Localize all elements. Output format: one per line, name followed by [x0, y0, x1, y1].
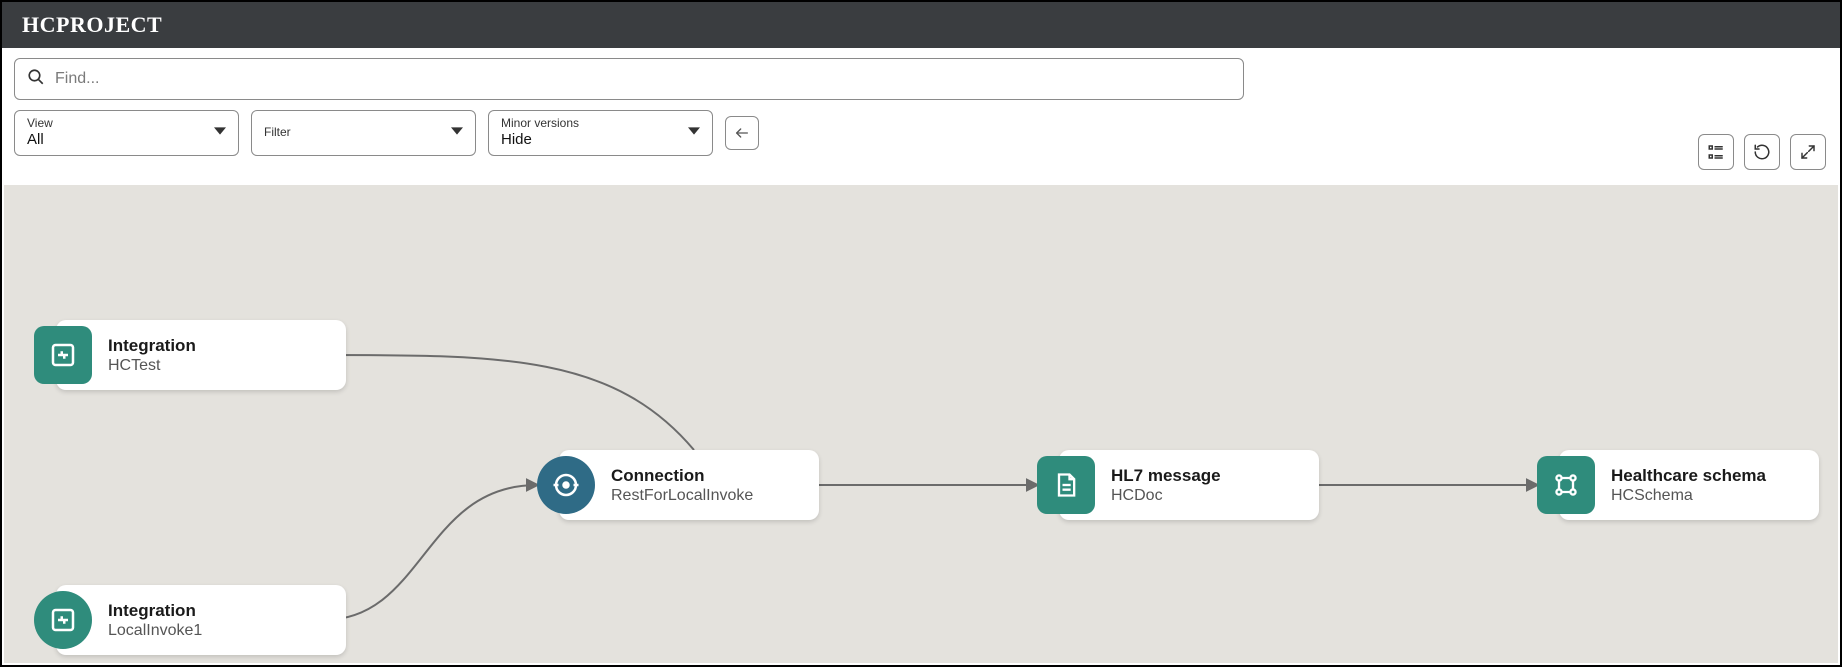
- node-subtitle: LocalInvoke1: [108, 622, 202, 640]
- toolbar: View All Filter Minor versions Hide: [2, 48, 1840, 168]
- node-title: Integration: [108, 601, 202, 621]
- node-icon: [1537, 456, 1595, 514]
- node-title: HL7 message: [1111, 466, 1221, 486]
- filter-dropdown[interactable]: Filter: [251, 110, 476, 156]
- node-subtitle: HCSchema: [1611, 487, 1766, 505]
- chevron-down-icon: [688, 124, 700, 142]
- view-dropdown[interactable]: View All: [14, 110, 239, 156]
- node-subtitle: HCTest: [108, 357, 196, 375]
- search-box[interactable]: [14, 58, 1244, 100]
- node-title: Healthcare schema: [1611, 466, 1766, 486]
- search-icon: [27, 68, 45, 91]
- chevron-down-icon: [451, 124, 463, 142]
- node-title: Connection: [611, 466, 753, 486]
- page-title: HCPROJECT: [2, 2, 1840, 48]
- node-subtitle: RestForLocalInvoke: [611, 487, 753, 505]
- view-value: All: [27, 131, 226, 149]
- node-icon: [1037, 456, 1095, 514]
- right-toolbar: [1698, 134, 1826, 170]
- node-icon: [537, 456, 595, 514]
- node-n3[interactable]: ConnectionRestForLocalInvoke: [559, 450, 819, 520]
- refresh-button[interactable]: [1744, 134, 1780, 170]
- node-n2[interactable]: IntegrationLocalInvoke1: [56, 585, 346, 655]
- back-button[interactable]: [725, 116, 759, 150]
- chevron-down-icon: [214, 124, 226, 142]
- minor-label: Minor versions: [501, 117, 700, 130]
- node-icon: [34, 326, 92, 384]
- filter-label: Filter: [264, 126, 463, 139]
- search-input[interactable]: [55, 70, 1231, 88]
- node-title: Integration: [108, 336, 196, 356]
- node-icon: [34, 591, 92, 649]
- node-n1[interactable]: IntegrationHCTest: [56, 320, 346, 390]
- fullscreen-button[interactable]: [1790, 134, 1826, 170]
- node-n5[interactable]: Healthcare schemaHCSchema: [1559, 450, 1819, 520]
- view-label: View: [27, 117, 226, 130]
- list-view-button[interactable]: [1698, 134, 1734, 170]
- node-n4[interactable]: HL7 messageHCDoc: [1059, 450, 1319, 520]
- minor-value: Hide: [501, 131, 700, 149]
- minor-versions-dropdown[interactable]: Minor versions Hide: [488, 110, 713, 156]
- node-subtitle: HCDoc: [1111, 487, 1221, 505]
- diagram-canvas[interactable]: IntegrationHCTestIntegrationLocalInvoke1…: [4, 185, 1838, 663]
